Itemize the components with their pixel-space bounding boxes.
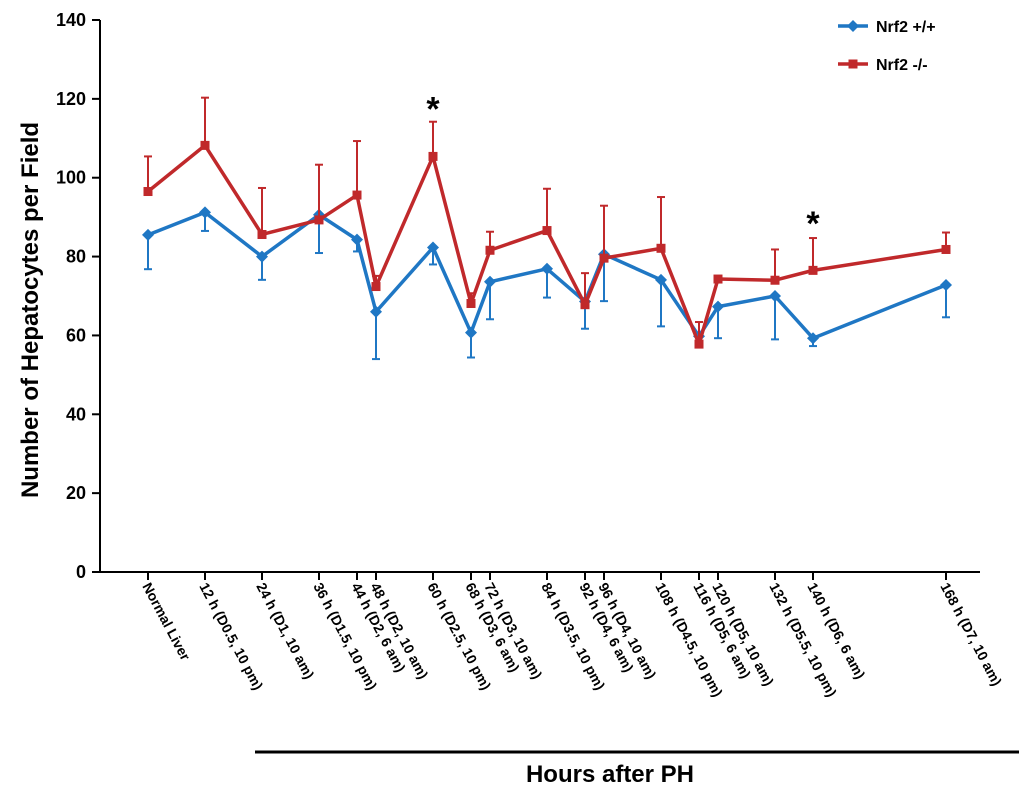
x-tick-label: Normal Liver — [139, 580, 194, 664]
data-point-square — [694, 339, 704, 349]
y-tick-label: 120 — [56, 89, 86, 109]
series-line — [146, 143, 947, 346]
data-point-square — [257, 229, 267, 239]
data-point-diamond — [484, 275, 496, 288]
data-point-diamond — [427, 241, 439, 254]
data-point-square — [143, 187, 153, 197]
data-point-diamond — [370, 305, 382, 318]
data-point-square — [770, 275, 780, 285]
data-point-square — [941, 244, 951, 254]
data-point-square — [371, 282, 381, 292]
data-point-square — [808, 265, 818, 275]
data-point-square — [314, 215, 324, 225]
data-point-diamond — [256, 250, 268, 263]
x-tick-label: 168 h (D7, 10 am) — [937, 580, 1005, 689]
y-tick-label: 40 — [66, 404, 86, 424]
data-point-diamond — [712, 300, 724, 313]
data-point-diamond — [465, 326, 477, 339]
data-point-diamond — [541, 262, 553, 275]
significance-layer: ** — [426, 91, 820, 243]
data-point-square — [485, 245, 495, 255]
data-point-diamond — [655, 273, 667, 286]
y-tick-label: 20 — [66, 483, 86, 503]
significance-asterisk: * — [806, 205, 820, 243]
data-point-diamond — [199, 206, 211, 219]
y-tick-label: 60 — [66, 325, 86, 345]
legend-marker-square — [848, 59, 858, 69]
axes — [92, 19, 980, 580]
x-tick-label: 24 h (D1, 10 am) — [253, 580, 317, 682]
data-point-diamond — [769, 290, 781, 302]
y-tick-label: 80 — [66, 247, 86, 267]
data-point-square — [352, 190, 362, 200]
data-point-square — [200, 140, 210, 150]
y-axis-title: Number of Hepatocytes per Field — [17, 122, 44, 498]
data-point-square — [580, 300, 590, 310]
data-point-square — [542, 226, 552, 236]
data-point-diamond — [142, 228, 154, 241]
y-tick-label: 0 — [76, 562, 86, 582]
legend-label: Nrf2 +/+ — [876, 19, 936, 36]
legend-label: Nrf2 -/- — [876, 57, 928, 74]
x-tick-label: 12 h (D0.5, 10 pm) — [196, 580, 266, 693]
series-nrf2-knockout — [143, 96, 951, 349]
y-tick-label: 100 — [56, 168, 86, 188]
significance-asterisk: * — [426, 91, 440, 129]
y-axis-tick-labels: 0 20 40 60 80 100 120 140 — [56, 10, 86, 582]
data-point-square — [466, 298, 476, 308]
data-point-diamond — [351, 233, 363, 246]
data-point-diamond — [807, 332, 819, 345]
legend-marker-diamond — [847, 20, 859, 32]
data-point-square — [656, 243, 666, 253]
data-point-square — [713, 274, 723, 284]
series-layer — [142, 96, 952, 361]
data-point-square — [599, 253, 609, 263]
legend: Nrf2 +/+ Nrf2 -/- — [838, 19, 936, 74]
y-tick-label: 140 — [56, 10, 86, 30]
data-point-square — [428, 151, 438, 161]
data-point-diamond — [940, 278, 952, 291]
x-axis-tick-labels: Normal Liver 12 h (D0.5, 10 pm)24 h (D1, … — [139, 580, 1005, 699]
x-axis-title: Hours after PH — [526, 761, 694, 788]
